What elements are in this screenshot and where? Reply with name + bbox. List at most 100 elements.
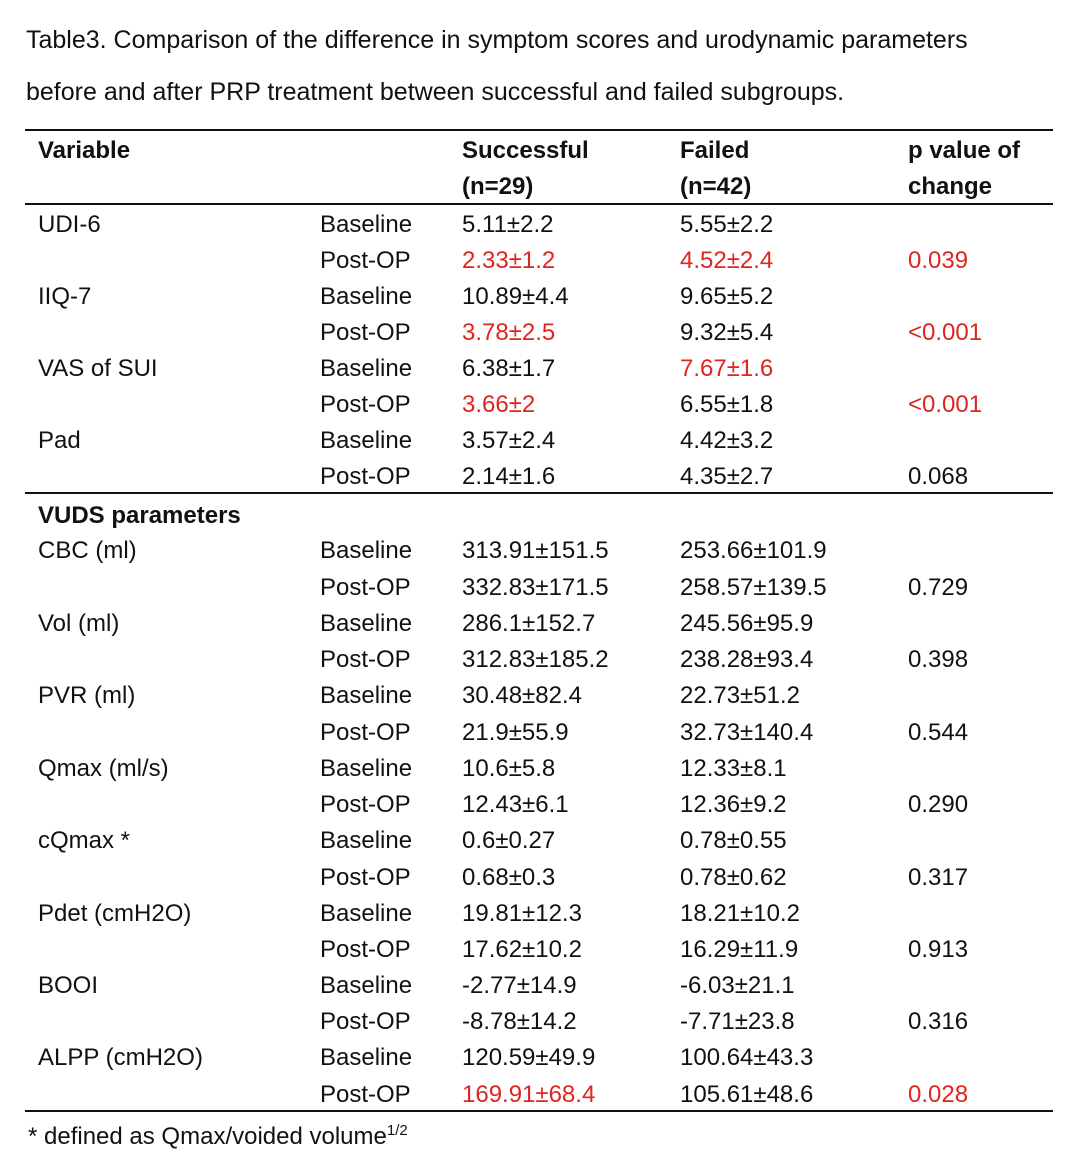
- row-timepoint: Baseline: [320, 900, 413, 927]
- row-failed-value: 22.73±51.2: [680, 682, 800, 709]
- caption-line-1: Table3. Comparison of the difference in …: [26, 26, 968, 54]
- row-timepoint: Post-OP: [320, 574, 411, 601]
- row-timepoint: Baseline: [320, 427, 413, 454]
- row-timepoint: Baseline: [320, 355, 413, 382]
- row-timepoint: Baseline: [320, 1044, 413, 1071]
- row-timepoint: Post-OP: [320, 791, 411, 818]
- row-p-value: 0.316: [908, 1008, 969, 1035]
- row-successful-value: 120.59±49.9: [462, 1044, 596, 1071]
- footnote-superscript: 1/2: [386, 1122, 408, 1139]
- row-failed-value: 12.36±9.2: [680, 791, 787, 818]
- row-variable-name: PVR (ml): [38, 682, 136, 709]
- header-failed: Failed: [680, 137, 750, 164]
- table-footnote: * defined as Qmax/voided volume1/2: [28, 1122, 408, 1152]
- header-successful-n: (n=29): [462, 173, 534, 200]
- row-failed-value: 0.78±0.62: [680, 864, 787, 891]
- row-failed-value: 5.55±2.2: [680, 211, 774, 238]
- row-failed-value: 32.73±140.4: [680, 719, 814, 746]
- row-successful-value: 332.83±171.5: [462, 574, 609, 601]
- row-failed-value: 9.65±5.2: [680, 283, 774, 310]
- row-successful-value: 2.33±1.2: [462, 247, 556, 274]
- row-variable-name: CBC (ml): [38, 537, 137, 564]
- header-successful: Successful: [462, 137, 589, 164]
- table-top-rule: [25, 129, 1053, 131]
- row-variable-name: Pad: [38, 427, 81, 454]
- table-caption: Table3. Comparison of the difference in …: [26, 14, 1066, 118]
- row-failed-value: 238.28±93.4: [680, 646, 814, 673]
- row-successful-value: -2.77±14.9: [462, 972, 577, 999]
- row-successful-value: 169.91±68.4: [462, 1081, 596, 1108]
- table-header-rule: [25, 203, 1053, 205]
- row-p-value: 0.729: [908, 574, 969, 601]
- row-successful-value: 0.6±0.27: [462, 827, 556, 854]
- row-failed-value: 18.21±10.2: [680, 900, 800, 927]
- row-variable-name: Vol (ml): [38, 610, 120, 637]
- row-timepoint: Post-OP: [320, 936, 411, 963]
- footnote-text: * defined as Qmax/voided volume: [28, 1123, 387, 1150]
- row-successful-value: 3.66±2: [462, 391, 536, 418]
- row-timepoint: Baseline: [320, 610, 413, 637]
- row-timepoint: Post-OP: [320, 319, 411, 346]
- row-timepoint: Baseline: [320, 211, 413, 238]
- row-timepoint: Baseline: [320, 755, 413, 782]
- row-timepoint: Post-OP: [320, 864, 411, 891]
- row-timepoint: Post-OP: [320, 1081, 411, 1108]
- row-p-value: 0.913: [908, 936, 969, 963]
- row-p-value: 0.290: [908, 791, 969, 818]
- row-variable-name: ALPP (cmH2O): [38, 1044, 203, 1071]
- header-failed-n: (n=42): [680, 173, 752, 200]
- row-successful-value: 10.6±5.8: [462, 755, 556, 782]
- row-successful-value: 6.38±1.7: [462, 355, 556, 382]
- header-p-value: p value of: [908, 137, 1021, 164]
- row-failed-value: 16.29±11.9: [680, 936, 799, 963]
- row-successful-value: 12.43±6.1: [462, 791, 569, 818]
- row-p-value: 0.028: [908, 1081, 969, 1108]
- section-divider-rule: [25, 492, 1053, 494]
- row-timepoint: Post-OP: [320, 391, 411, 418]
- row-successful-value: 30.48±82.4: [462, 682, 582, 709]
- row-failed-value: 100.64±43.3: [680, 1044, 814, 1071]
- row-failed-value: 9.32±5.4: [680, 319, 774, 346]
- row-p-value: 0.068: [908, 463, 969, 490]
- row-failed-value: -7.71±23.8: [680, 1008, 795, 1035]
- row-failed-value: 105.61±48.6: [680, 1081, 814, 1108]
- row-successful-value: 2.14±1.6: [462, 463, 556, 490]
- row-variable-name: cQmax *: [38, 827, 131, 854]
- row-failed-value: 0.78±0.55: [680, 827, 787, 854]
- row-successful-value: 286.1±152.7: [462, 610, 596, 637]
- row-variable-name: Pdet (cmH2O): [38, 900, 192, 927]
- row-successful-value: 313.91±151.5: [462, 537, 609, 564]
- row-successful-value: 19.81±12.3: [462, 900, 582, 927]
- row-p-value: <0.001: [908, 319, 983, 346]
- row-successful-value: 21.9±55.9: [462, 719, 569, 746]
- row-failed-value: 12.33±8.1: [680, 755, 787, 782]
- row-variable-name: VAS of SUI: [38, 355, 158, 382]
- row-failed-value: 258.57±139.5: [680, 574, 827, 601]
- row-timepoint: Baseline: [320, 682, 413, 709]
- row-timepoint: Baseline: [320, 827, 413, 854]
- row-p-value: 0.398: [908, 646, 969, 673]
- row-variable-name: UDI-6: [38, 211, 101, 238]
- row-timepoint: Post-OP: [320, 646, 411, 673]
- row-successful-value: 10.89±4.4: [462, 283, 569, 310]
- row-failed-value: 4.52±2.4: [680, 247, 774, 274]
- row-variable-name: BOOI: [38, 972, 99, 999]
- section-title-vuds: VUDS parameters: [38, 502, 241, 529]
- row-failed-value: 7.67±1.6: [680, 355, 774, 382]
- row-timepoint: Post-OP: [320, 1008, 411, 1035]
- row-p-value: 0.039: [908, 247, 969, 274]
- row-failed-value: 4.42±3.2: [680, 427, 774, 454]
- row-successful-value: 5.11±2.2: [462, 211, 554, 238]
- row-successful-value: 3.78±2.5: [462, 319, 556, 346]
- row-successful-value: 312.83±185.2: [462, 646, 609, 673]
- row-successful-value: 3.57±2.4: [462, 427, 556, 454]
- row-failed-value: 245.56±95.9: [680, 610, 814, 637]
- row-successful-value: 17.62±10.2: [462, 936, 582, 963]
- row-failed-value: 253.66±101.9: [680, 537, 827, 564]
- row-p-value: <0.001: [908, 391, 983, 418]
- header-p-value-change: change: [908, 173, 993, 200]
- row-p-value: 0.317: [908, 864, 969, 891]
- header-variable: Variable: [38, 137, 131, 164]
- row-failed-value: 6.55±1.8: [680, 391, 774, 418]
- row-successful-value: -8.78±14.2: [462, 1008, 577, 1035]
